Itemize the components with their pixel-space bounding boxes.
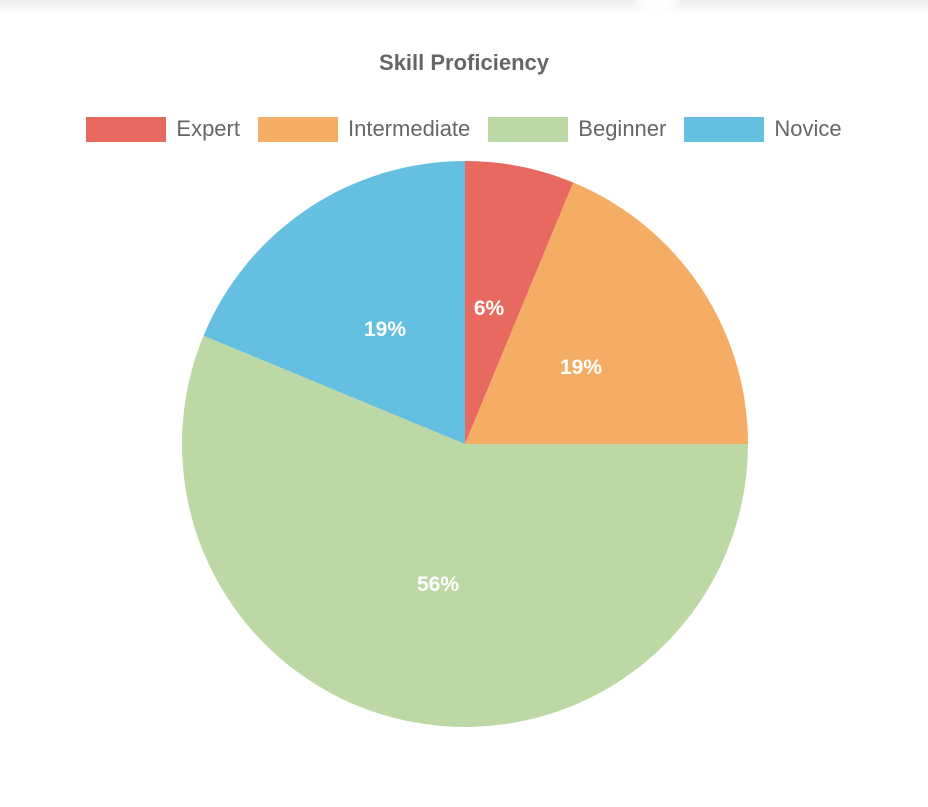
pie-slices xyxy=(182,160,748,728)
slice-label-expert: 6% xyxy=(474,297,505,320)
legend-label-novice: Novice xyxy=(774,116,842,141)
chart-legend: Expert Intermediate Beginner Novice xyxy=(0,116,928,142)
legend-item-beginner[interactable]: Beginner xyxy=(488,116,666,142)
legend-swatch-expert xyxy=(86,116,167,142)
slice-label-novice: 19% xyxy=(364,318,406,341)
legend-item-intermediate[interactable]: Intermediate xyxy=(257,116,471,142)
legend-swatch-intermediate xyxy=(257,116,338,142)
window-top-shadow-gap xyxy=(635,0,680,14)
legend-swatch-beginner xyxy=(488,116,569,142)
legend-item-expert[interactable]: Expert xyxy=(86,116,240,142)
legend-label-expert: Expert xyxy=(176,116,240,141)
legend-item-novice[interactable]: Novice xyxy=(684,116,842,142)
legend-label-intermediate: Intermediate xyxy=(347,116,471,141)
legend-label-beginner: Beginner xyxy=(578,116,667,141)
chart-title: Skill Proficiency xyxy=(379,50,549,75)
pie-slice-novice[interactable] xyxy=(203,160,465,444)
pie-labels: 6% 19% 56% 19% xyxy=(364,297,602,596)
pie-slice-beginner[interactable] xyxy=(182,335,748,728)
slice-label-intermediate: 19% xyxy=(560,356,602,379)
slice-label-beginner: 56% xyxy=(417,573,459,596)
legend-swatch-novice xyxy=(684,116,765,142)
pie-slice-intermediate[interactable] xyxy=(465,182,748,444)
pie-slice-expert[interactable] xyxy=(465,161,574,444)
window-top-shadow xyxy=(0,0,928,14)
